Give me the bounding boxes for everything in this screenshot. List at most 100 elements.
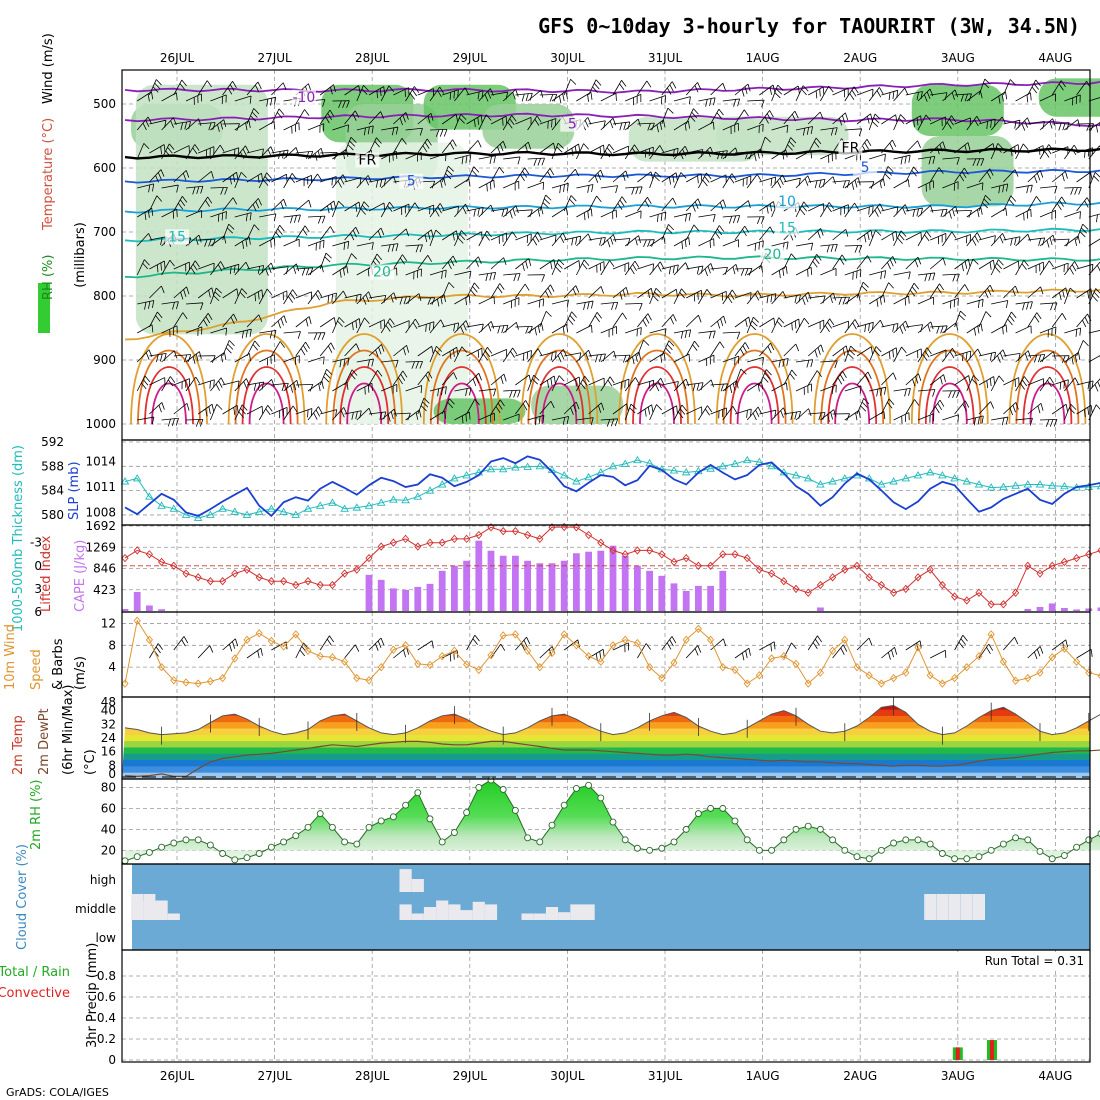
wind-barb	[832, 371, 843, 386]
wind-barb-feather	[551, 119, 553, 128]
wind-barb	[295, 174, 312, 183]
wind-barb	[1027, 79, 1037, 96]
wind-barb-feather	[388, 154, 391, 163]
wind-barb-feather	[557, 355, 562, 363]
wind-barb-feather	[1070, 187, 1074, 195]
wind-barb-feather	[706, 172, 712, 180]
wind-barb-feather	[802, 128, 806, 136]
wind-barb	[490, 232, 507, 241]
wind-barb-feather	[607, 379, 613, 387]
wind-barb-feather	[663, 236, 666, 245]
wind-barb	[881, 256, 894, 270]
wind-barb-feather	[545, 310, 552, 317]
wind-speed-marker	[572, 641, 580, 650]
surface-wind-barb-feather	[842, 644, 848, 652]
wind-barb-feather	[1087, 407, 1090, 415]
wind-speed-marker	[292, 630, 300, 639]
wind-barb	[442, 205, 459, 212]
wind-barb-feather	[815, 137, 822, 145]
wind-barb-feather	[267, 405, 273, 412]
wind-barb-feather	[704, 268, 708, 277]
wind-barb-feather	[1048, 144, 1054, 151]
wind-barb-feather	[666, 227, 673, 234]
thickness-marker	[669, 466, 679, 474]
wind-barb-feather	[225, 347, 232, 354]
wind-barb	[1052, 238, 1070, 241]
surface-wind-barb-feather	[697, 645, 702, 653]
wind-barb-feather	[791, 322, 793, 331]
wind-barb-feather	[376, 90, 379, 99]
wind-barb-feather	[983, 198, 990, 205]
wind-barb	[600, 418, 618, 421]
wind-barb-feather	[750, 292, 752, 301]
wind-barb	[832, 320, 849, 328]
wind-barb-feather	[791, 114, 797, 122]
wind-barb	[673, 329, 691, 334]
rh-fill-cell	[911, 84, 1004, 136]
wind-barb-feather	[774, 92, 781, 99]
wind-barb-feather	[151, 208, 154, 216]
wind-barb	[990, 143, 999, 160]
wind-barb	[222, 147, 239, 154]
wind-barb-feather	[766, 205, 769, 214]
wind-barb-feather	[606, 147, 613, 154]
wind-barb	[319, 342, 332, 357]
wind-barb	[771, 407, 784, 421]
wind-barb	[234, 145, 246, 160]
rh2m-marker	[951, 855, 959, 863]
wind-barb-feather	[371, 242, 374, 251]
wind-barb	[686, 289, 702, 299]
wind-barb-feather	[347, 124, 349, 133]
wind-barb	[368, 86, 384, 96]
wind-barb	[771, 358, 789, 363]
wind-barb-feather	[458, 117, 465, 124]
wind-barb	[454, 87, 466, 102]
wind-barb-feather	[880, 388, 883, 396]
wind-barb-feather	[1024, 353, 1029, 361]
wind-barb-feather	[918, 373, 922, 381]
wind-barb-feather	[656, 404, 662, 411]
cape-bar	[475, 540, 483, 611]
wind-barb	[222, 263, 240, 270]
wind-barb-feather	[522, 353, 525, 361]
wind-barb-feather	[383, 86, 386, 95]
wind-barb-feather	[660, 96, 663, 105]
wind-barb-feather	[547, 171, 552, 179]
wind-barb	[1039, 93, 1056, 102]
wind-barb-feather	[857, 177, 861, 185]
wind-barb-feather	[156, 354, 159, 363]
x-axis-top-label: 3AUG	[941, 51, 975, 65]
wind-barb	[722, 215, 740, 218]
wind-barb	[966, 375, 974, 392]
wind-barb	[624, 235, 639, 247]
wind-barb-feather	[387, 244, 391, 253]
wind-barb	[954, 310, 961, 328]
wind-barb	[551, 349, 564, 363]
wind-barb	[807, 137, 817, 154]
wind-barb-feather	[355, 204, 358, 212]
wind-barb-feather	[688, 329, 692, 338]
wind-barb-feather	[827, 321, 833, 329]
wind-barb	[295, 384, 313, 386]
wind-barb	[710, 290, 727, 299]
run-total-label: Run Total = 0.31	[985, 954, 1084, 968]
wind-barb	[356, 242, 374, 247]
wind-barb-feather	[254, 340, 260, 347]
wind-barb	[1052, 262, 1069, 270]
wind-barb	[710, 315, 724, 328]
surface-wind-barb-feather	[406, 647, 410, 655]
wind-barb	[429, 269, 447, 276]
surface-wind-barb	[466, 634, 476, 651]
wind-barb-feather	[184, 121, 188, 130]
wind-barb	[283, 238, 300, 247]
wind-barb	[576, 91, 592, 102]
wind-barb-feather	[879, 87, 884, 95]
x-axis-bottom-label: 29JUL	[453, 1069, 488, 1083]
rh2m-marker	[682, 825, 690, 833]
lifted-index-marker	[865, 573, 873, 582]
wind-barb-feather	[700, 173, 703, 182]
warm-isotherm-loop	[346, 382, 383, 425]
wind-barb	[698, 330, 716, 334]
cape-bar	[1036, 606, 1044, 611]
wind-barb-feather	[145, 119, 150, 128]
